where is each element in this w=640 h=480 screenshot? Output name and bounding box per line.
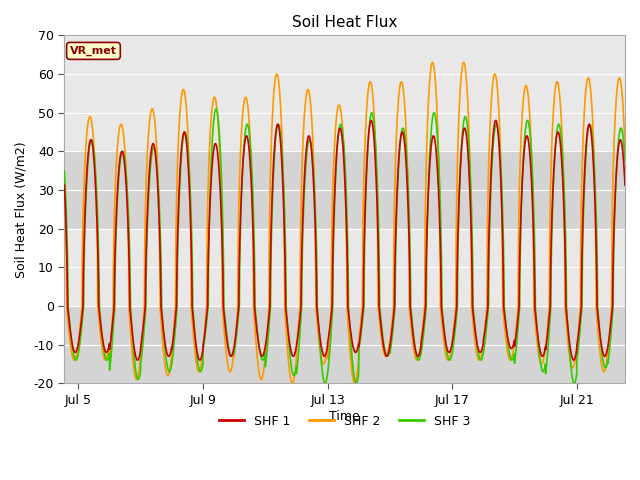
SHF 3 <box>89 139 97 145</box>
SHF 2 <box>392 139 400 145</box>
SHF 3 <box>61 168 68 174</box>
SHF 3 <box>417 352 424 358</box>
SHF 1 <box>417 346 424 352</box>
Bar <box>65 74 625 151</box>
SHF 3 <box>621 159 629 165</box>
SHF 3 <box>392 226 400 232</box>
X-axis label: Time: Time <box>330 409 360 422</box>
SHF 3 <box>506 353 514 359</box>
SHF 2 <box>417 343 424 349</box>
SHF 2 <box>506 357 514 363</box>
SHF 1 <box>621 182 629 188</box>
Bar <box>65 36 625 74</box>
SHF 1 <box>492 118 500 123</box>
SHF 1 <box>196 357 204 363</box>
Y-axis label: Soil Heat Flux (W/m2): Soil Heat Flux (W/m2) <box>15 141 28 277</box>
SHF 3 <box>264 344 271 350</box>
Line: SHF 3: SHF 3 <box>65 109 625 384</box>
Bar <box>65 306 625 384</box>
SHF 1 <box>476 349 484 355</box>
SHF 2 <box>264 328 271 334</box>
Legend: SHF 1, SHF 2, SHF 3: SHF 1, SHF 2, SHF 3 <box>214 410 476 433</box>
SHF 2 <box>476 356 484 362</box>
SHF 1 <box>264 327 271 333</box>
SHF 1 <box>61 182 68 188</box>
Line: SHF 1: SHF 1 <box>65 120 625 360</box>
SHF 1 <box>89 143 97 148</box>
SHF 2 <box>621 148 629 154</box>
Text: VR_met: VR_met <box>70 46 117 56</box>
Line: SHF 2: SHF 2 <box>65 62 625 384</box>
SHF 3 <box>476 357 484 362</box>
SHF 3 <box>212 106 220 112</box>
SHF 1 <box>392 214 400 220</box>
Bar <box>65 228 625 306</box>
SHF 2 <box>460 60 467 65</box>
Title: Soil Heat Flux: Soil Heat Flux <box>292 15 397 30</box>
SHF 1 <box>506 344 514 350</box>
SHF 3 <box>353 381 360 386</box>
SHF 2 <box>289 381 296 386</box>
SHF 2 <box>89 126 97 132</box>
SHF 2 <box>61 174 68 180</box>
Bar <box>65 151 625 228</box>
